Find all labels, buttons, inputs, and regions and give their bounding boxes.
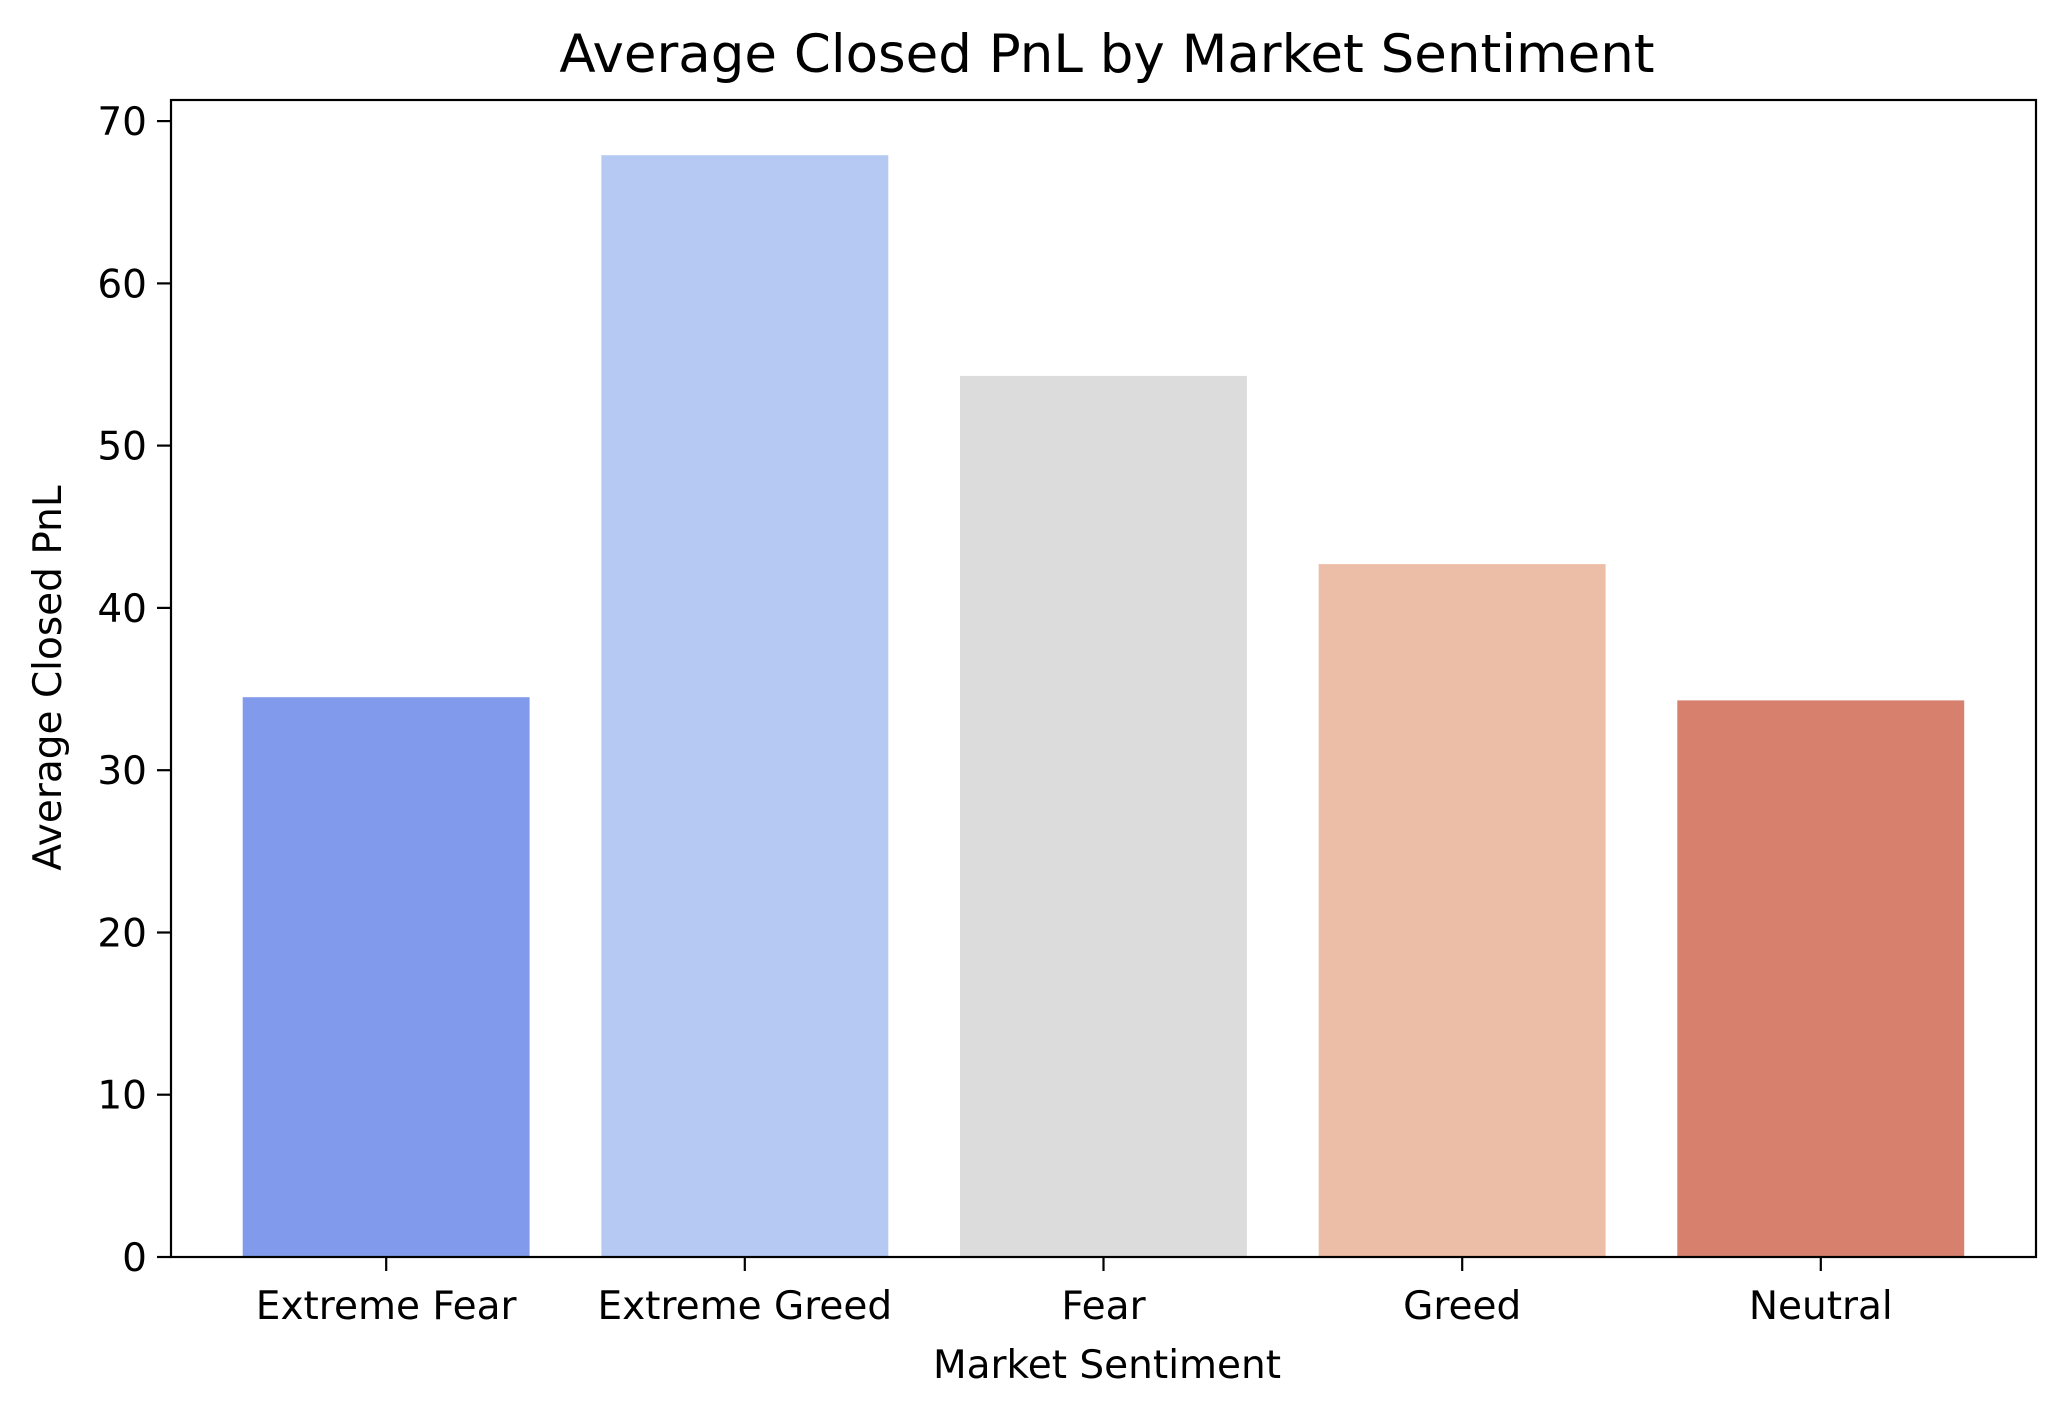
bar-extreme-greed bbox=[601, 155, 889, 1258]
y-tick-label: 20 bbox=[97, 912, 147, 957]
bar-extreme-fear bbox=[242, 697, 530, 1257]
x-axis-label: Market Sentiment bbox=[933, 1343, 1281, 1388]
chart-title: Average Closed PnL by Market Sentiment bbox=[559, 24, 1654, 85]
bars-layer bbox=[242, 155, 1965, 1258]
bar-greed bbox=[1318, 564, 1606, 1257]
x-tick-label: Greed bbox=[1403, 1284, 1521, 1329]
bar-fear bbox=[960, 375, 1247, 1257]
y-tick-label: 0 bbox=[122, 1236, 147, 1281]
y-axis-label: Average Closed PnL bbox=[26, 485, 71, 870]
x-tick-label: Neutral bbox=[1749, 1284, 1893, 1329]
y-tick-label: 70 bbox=[97, 100, 147, 145]
y-tick-label: 50 bbox=[97, 425, 147, 470]
x-tick-label: Extreme Fear bbox=[256, 1284, 518, 1329]
y-axis: 0 10 20 30 40 50 60 70 bbox=[97, 100, 171, 1281]
y-tick-label: 10 bbox=[97, 1074, 147, 1119]
x-axis: Extreme Fear Extreme Greed Fear Greed Neutra… bbox=[256, 1257, 1893, 1329]
x-tick-label: Extreme Greed bbox=[597, 1284, 892, 1329]
y-tick-label: 40 bbox=[97, 587, 147, 632]
x-tick-label: Fear bbox=[1061, 1284, 1146, 1329]
bar-neutral bbox=[1677, 700, 1965, 1257]
y-tick-label: 60 bbox=[97, 262, 147, 307]
y-tick-label: 30 bbox=[97, 749, 147, 794]
